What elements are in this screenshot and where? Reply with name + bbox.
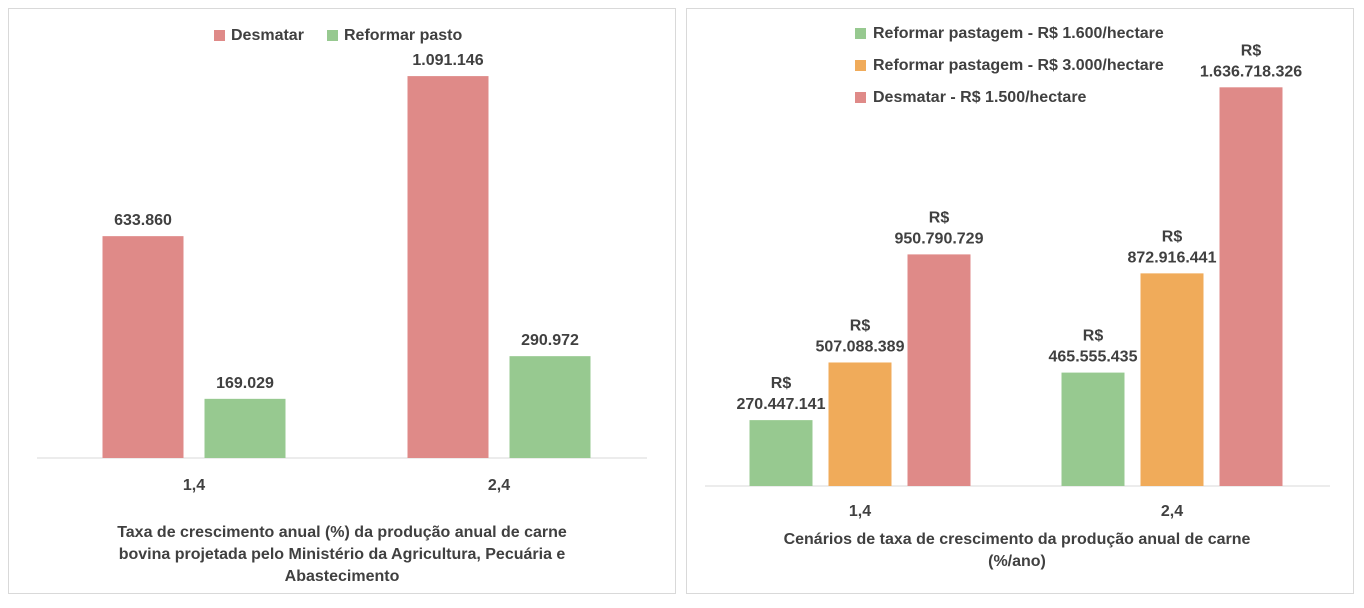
chart-left-svg: Desmatar Reformar pasto 633.860 169.029 1,4 1…	[37, 27, 647, 585]
data-label-1-1: 633.860	[114, 212, 172, 229]
x-axis-title-line-2: (%/ano)	[988, 553, 1046, 570]
data-label-prefix-3-1: R$	[929, 209, 950, 226]
x-tick-label-1: 1,4	[183, 477, 205, 494]
bar-3-2	[1219, 87, 1283, 487]
chart-panel-left: Desmatar Reformar pasto 633.860 169.029 1,4 1…	[8, 8, 676, 594]
legend-label-1: Desmatar	[231, 27, 304, 44]
bar-2-1	[204, 398, 286, 458]
x-tick-label-1: 1,4	[849, 503, 871, 520]
bar-2-2	[1140, 273, 1204, 486]
bar-2-1	[828, 362, 892, 486]
data-label-prefix-2-2: R$	[1162, 228, 1183, 245]
data-label-prefix-2-1: R$	[850, 317, 871, 334]
legend-label-1: Reformar pastagem - R$ 1.600/hectare	[873, 25, 1164, 42]
bar-3-1	[907, 254, 971, 486]
data-label-2-2: 872.916.441	[1128, 249, 1217, 266]
bar-1-2	[407, 76, 489, 458]
legend-swatch-1	[855, 28, 866, 39]
bar-1-1	[749, 420, 813, 486]
data-label-1-1: 270.447.141	[737, 396, 826, 413]
x-axis-title-line-3: Abastecimento	[285, 568, 400, 585]
data-label-3-2: 1.636.718.326	[1200, 63, 1302, 80]
x-tick-label-2: 2,4	[1161, 503, 1183, 520]
data-label-2-2: 290.972	[521, 332, 579, 349]
bar-1-1	[102, 236, 184, 458]
legend-label-2: Reformar pasto	[344, 27, 462, 44]
x-tick-label-2: 2,4	[488, 477, 510, 494]
legend-label-3: Desmatar - R$ 1.500/hectare	[873, 89, 1087, 106]
x-axis-title-line-1: Taxa de crescimento anual (%) da produçã…	[117, 524, 567, 541]
legend-swatch-2	[327, 30, 338, 41]
legend-label-2: Reformar pastagem - R$ 3.000/hectare	[873, 57, 1164, 74]
data-label-prefix-3-2: R$	[1241, 42, 1262, 59]
bar-2-2	[509, 356, 591, 458]
legend-swatch-2	[855, 60, 866, 71]
legend-swatch-3	[855, 92, 866, 103]
legend-swatch-1	[214, 30, 225, 41]
data-label-2-1: 169.029	[216, 375, 274, 392]
data-label-1-2: 465.555.435	[1049, 349, 1138, 366]
x-axis-title-line-1: Cenários de taxa de crescimento da produ…	[784, 531, 1251, 548]
data-label-2-1: 507.088.389	[816, 338, 905, 355]
data-label-1-2: 1.091.146	[412, 52, 483, 69]
bar-1-2	[1061, 372, 1125, 486]
data-label-prefix-1-2: R$	[1083, 328, 1104, 345]
data-label-3-1: 950.790.729	[895, 230, 984, 247]
x-axis-title-line-2: bovina projetada pelo Ministério da Agri…	[119, 546, 566, 563]
chart-panel-right: Reformar pastagem - R$ 1.600/hectare Refo…	[686, 8, 1354, 594]
data-label-prefix-1-1: R$	[771, 375, 792, 392]
chart-right-svg: Reformar pastagem - R$ 1.600/hectare Refo…	[705, 25, 1330, 570]
